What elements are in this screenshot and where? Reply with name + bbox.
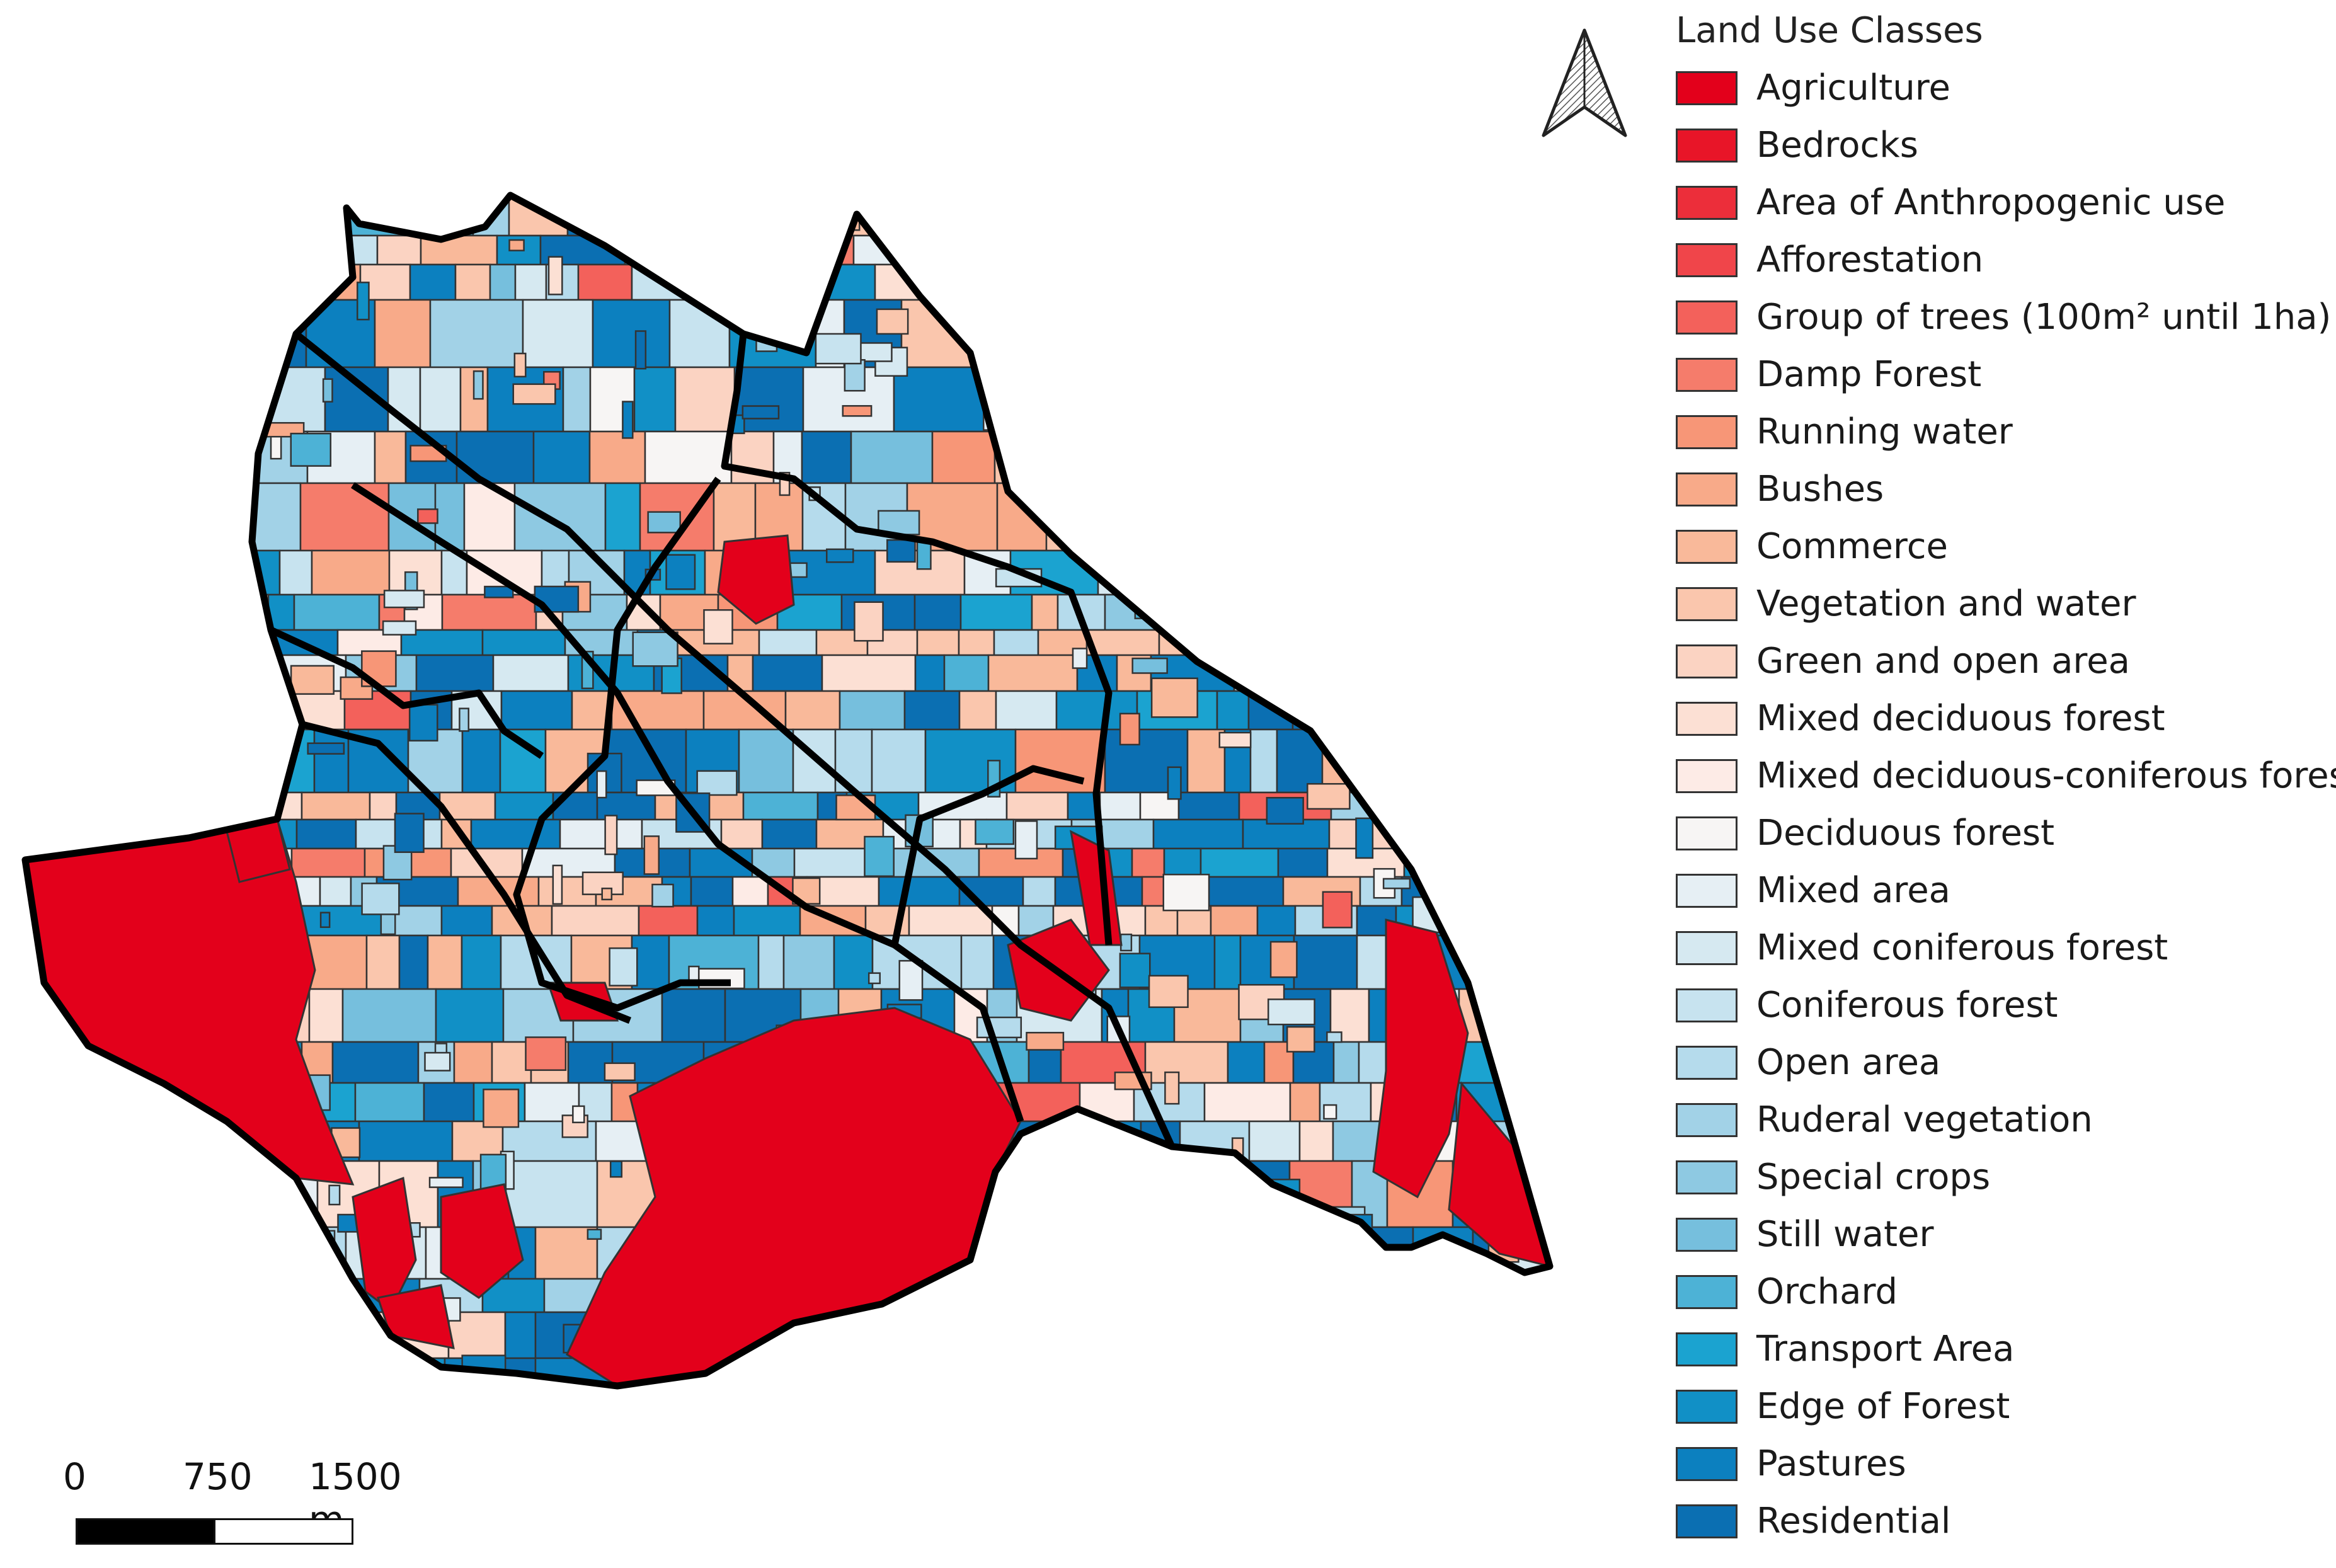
- legend-swatch: [1676, 300, 1738, 335]
- legend-label: Area of Anthropogenic use: [1756, 182, 2226, 223]
- legend-item: Running water: [1676, 403, 2331, 461]
- legend-item: Afforestation: [1676, 231, 2331, 289]
- legend-swatch: [1676, 529, 1738, 564]
- legend-swatch: [1676, 472, 1738, 506]
- scale-tick-label: 750: [183, 1455, 253, 1498]
- legend-swatch: [1676, 1160, 1738, 1194]
- legend-label: Open area: [1756, 1042, 1941, 1083]
- legend-label: Still water: [1756, 1214, 1934, 1255]
- legend-item: Still water: [1676, 1206, 2331, 1263]
- legend-swatch: [1676, 1274, 1738, 1309]
- legend-label: Orchard: [1756, 1271, 1898, 1312]
- legend: Land Use Classes Agriculture Bedrocks Area…: [1676, 9, 2336, 1550]
- scale-bar: 0 750 1500 m: [63, 1455, 402, 1556]
- legend-label: Mixed deciduous forest: [1756, 698, 2165, 739]
- legend-swatch: [1676, 587, 1738, 621]
- legend-items: Agriculture Bedrocks Area of Anthropogenic…: [1676, 59, 2336, 1550]
- legend-label: Mixed deciduous-coniferous forest: [1756, 755, 2336, 796]
- legend-label: Deciduous forest: [1756, 813, 2055, 854]
- legend-label: Group of trees (100m² until 1ha): [1756, 297, 2332, 338]
- legend-title: Land Use Classes: [1676, 10, 1983, 51]
- legend-swatch: [1676, 1446, 1738, 1481]
- legend-swatch: [1676, 243, 1738, 277]
- legend-item: Coniferous forest: [1676, 976, 2331, 1034]
- legend-label: Green and open area: [1756, 641, 2130, 682]
- legend-item: Open area: [1676, 1034, 2331, 1091]
- legend-item: Vegetation and water: [1676, 575, 2331, 632]
- legend-item: Pastures: [1676, 1435, 2331, 1492]
- legend-label: Vegetation and water: [1756, 583, 2136, 624]
- legend-swatch: [1676, 701, 1738, 736]
- legend-item: Bushes: [1676, 461, 2331, 518]
- legend-label: Mixed coniferous forest: [1756, 927, 2168, 968]
- legend-swatch: [1676, 873, 1738, 908]
- legend-swatch: [1676, 1389, 1738, 1424]
- legend-label: Edge of Forest: [1756, 1386, 2010, 1427]
- legend-label: Agriculture: [1756, 67, 1950, 108]
- legend-swatch: [1676, 816, 1738, 850]
- legend-label: Commerce: [1756, 526, 1948, 567]
- legend-item: Group of trees (100m² until 1ha): [1676, 289, 2331, 346]
- scale-segment-light: [214, 1518, 353, 1545]
- legend-swatch: [1676, 185, 1738, 220]
- legend-item: Damp Forest: [1676, 346, 2331, 403]
- legend-label: Bushes: [1756, 469, 1884, 510]
- legend-label: Residential: [1756, 1501, 1951, 1542]
- legend-swatch: [1676, 357, 1738, 392]
- legend-label: Mixed area: [1756, 870, 1950, 911]
- legend-swatch: [1676, 1217, 1738, 1252]
- legend-item: Mixed area: [1676, 862, 2331, 919]
- legend-swatch: [1676, 930, 1738, 965]
- legend-item: Mixed deciduous forest: [1676, 690, 2331, 747]
- legend-item: Bedrocks: [1676, 117, 2331, 174]
- legend-swatch: [1676, 644, 1738, 678]
- legend-label: Special crops: [1756, 1157, 1991, 1198]
- legend-item: Edge of Forest: [1676, 1378, 2331, 1435]
- legend-swatch: [1676, 128, 1738, 163]
- legend-swatch: [1676, 988, 1738, 1022]
- land-use-map: [21, 192, 1554, 1390]
- legend-swatch: [1676, 1045, 1738, 1080]
- legend-label: Ruderal vegetation: [1756, 1099, 2093, 1140]
- legend-swatch: [1676, 1102, 1738, 1137]
- legend-label: Running water: [1756, 411, 2013, 452]
- legend-item: Ruderal vegetation: [1676, 1091, 2331, 1148]
- legend-item: Green and open area: [1676, 632, 2331, 690]
- district-boundaries: [21, 192, 1554, 1390]
- legend-label: Damp Forest: [1756, 354, 1982, 395]
- scale-tick-label: 0: [63, 1455, 86, 1498]
- legend-item: Special crops: [1676, 1148, 2331, 1206]
- legend-swatch: [1676, 1332, 1738, 1366]
- legend-swatch: [1676, 71, 1738, 105]
- legend-swatch: [1676, 758, 1738, 793]
- legend-label: Pastures: [1756, 1443, 1906, 1484]
- legend-label: Transport Area: [1756, 1329, 2015, 1370]
- legend-item: Deciduous forest: [1676, 804, 2331, 862]
- north-arrow-icon: [1542, 28, 1627, 137]
- legend-swatch: [1676, 1504, 1738, 1538]
- legend-item: Residential: [1676, 1492, 2331, 1550]
- legend-swatch: [1676, 415, 1738, 449]
- legend-label: Coniferous forest: [1756, 985, 2058, 1026]
- legend-item: Agriculture: [1676, 59, 2331, 117]
- legend-item: Mixed deciduous-coniferous forest: [1676, 747, 2336, 804]
- legend-label: Afforestation: [1756, 239, 1984, 280]
- legend-item: Mixed coniferous forest: [1676, 919, 2331, 976]
- legend-item: Orchard: [1676, 1263, 2331, 1320]
- legend-label: Bedrocks: [1756, 125, 1918, 166]
- legend-item: Transport Area: [1676, 1320, 2331, 1378]
- legend-item: Area of Anthropogenic use: [1676, 174, 2331, 231]
- scale-segment-dark: [76, 1518, 215, 1545]
- legend-item: Commerce: [1676, 518, 2331, 575]
